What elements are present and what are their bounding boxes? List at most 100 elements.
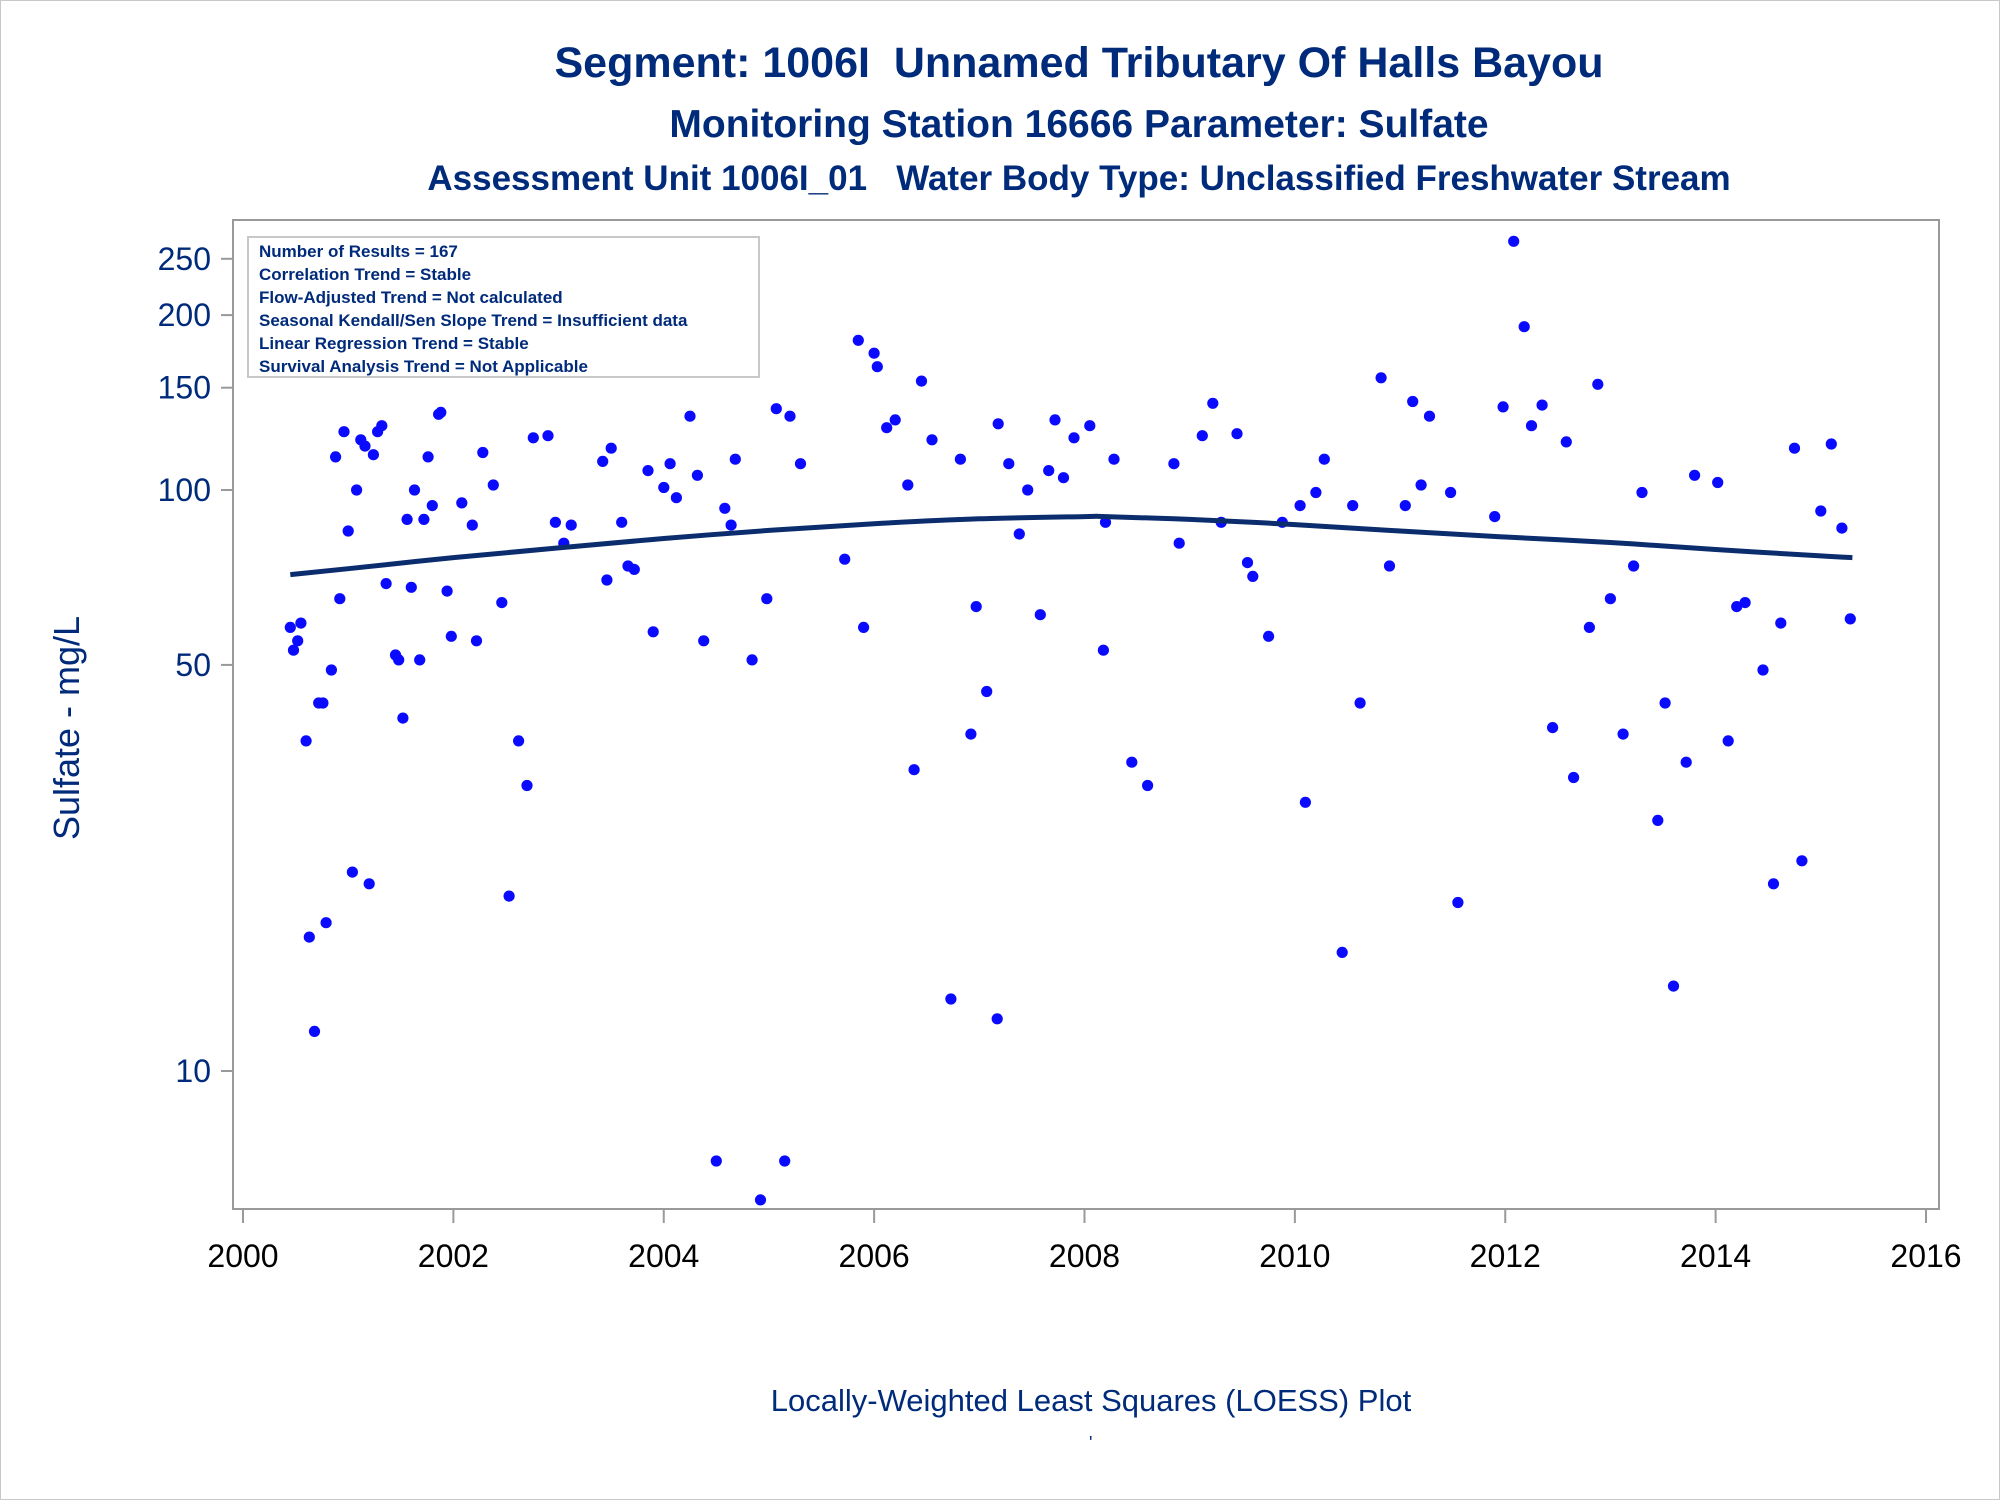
data-point [466,519,478,531]
data-point [1525,420,1538,432]
stats-line: Number of Results = 167 [259,242,458,261]
data-point [330,451,342,463]
x-tick-label: 2004 [628,1238,699,1274]
data-point [991,1013,1003,1025]
data-point [1604,593,1616,605]
data-point [754,1194,767,1206]
data-point [513,735,525,747]
data-point [1497,401,1509,413]
data-point [1173,537,1185,549]
plot-frame [232,219,1940,1210]
stats-line: Seasonal Kendall/Sen Slope Trend = Insuf… [259,311,688,330]
y-axis: 10 50 100 150 200 250 [158,241,233,1089]
data-point [1731,601,1743,613]
data-point [1739,597,1751,609]
data-point [1652,814,1664,827]
data-point [915,375,928,387]
data-point [1034,609,1046,621]
data-point [1336,946,1348,959]
x-tick-label: 2016 [1890,1238,1961,1274]
y-tick-label: 10 [175,1053,211,1089]
data-point [565,519,577,531]
data-point [284,621,296,634]
data-point [1099,516,1112,528]
data-point [698,635,710,647]
data-point [902,479,914,491]
data-point [1796,855,1808,867]
data-point [351,484,363,496]
data-point [295,617,307,629]
data-point [1722,735,1734,747]
data-point [1375,372,1387,384]
data-point [992,418,1004,430]
data-point [1592,378,1604,390]
data-point [527,432,539,444]
data-point [1207,397,1219,409]
data-point [549,516,562,528]
data-point [325,664,337,676]
data-point [1423,410,1436,422]
data-point [871,361,883,373]
data-point [521,779,533,792]
data-point [1399,500,1411,512]
data-point [1263,630,1275,642]
data-point [1168,458,1180,470]
data-point [317,697,329,709]
data-point [945,993,957,1005]
x-tick-label: 2000 [207,1238,278,1274]
data-point [287,644,300,656]
data-point [981,685,993,698]
data-point [1583,621,1595,634]
data-point [1196,430,1208,442]
data-point [1022,484,1034,496]
data-point [1712,476,1724,489]
data-point [1013,528,1025,540]
data-point [1383,560,1396,572]
data-point [770,403,782,415]
data-point [670,492,683,504]
y-tick-label: 100 [158,472,211,508]
data-point [1518,321,1530,333]
data-point [691,469,704,481]
data-point [300,735,312,747]
data-point [784,410,796,422]
data-point [616,516,628,528]
data-point [1068,432,1080,444]
x-axis: 2000 2002 2004 2006 2008 2010 2012 2014 2016 [207,1209,1962,1274]
data-point [470,635,483,647]
data-point [889,414,901,426]
data-point [1844,613,1856,625]
data-point [405,581,417,593]
data-point [542,430,554,442]
data-point [380,578,392,590]
data-point [1445,486,1457,499]
data-point [1299,796,1311,808]
x-tick-label: 2010 [1259,1238,1330,1274]
data-point [1680,756,1692,768]
x-tick-label: 2002 [418,1238,489,1274]
footer-caption: Locally-Weighted Least Squares (LOESS) P… [770,1383,1412,1418]
data-point [292,635,304,647]
data-point [664,458,676,470]
data-point [346,866,358,878]
data-point [605,442,617,454]
data-point [408,484,421,496]
x-tick-label: 2014 [1680,1238,1751,1274]
data-point [1547,722,1559,734]
data-point [868,347,880,359]
data-point [367,449,379,461]
data-point [746,654,758,666]
y-tick-label: 250 [158,241,211,277]
data-point [684,410,696,422]
data-point [342,525,354,537]
data-point [729,453,741,465]
data-point [414,654,426,666]
data-point [761,593,773,605]
data-point [794,458,807,470]
data-point [426,500,438,512]
data-point [363,878,375,890]
data-point [628,563,640,576]
data-point [1689,469,1701,481]
stats-box: Number of Results = 167 Correlation Trend… [247,236,760,378]
